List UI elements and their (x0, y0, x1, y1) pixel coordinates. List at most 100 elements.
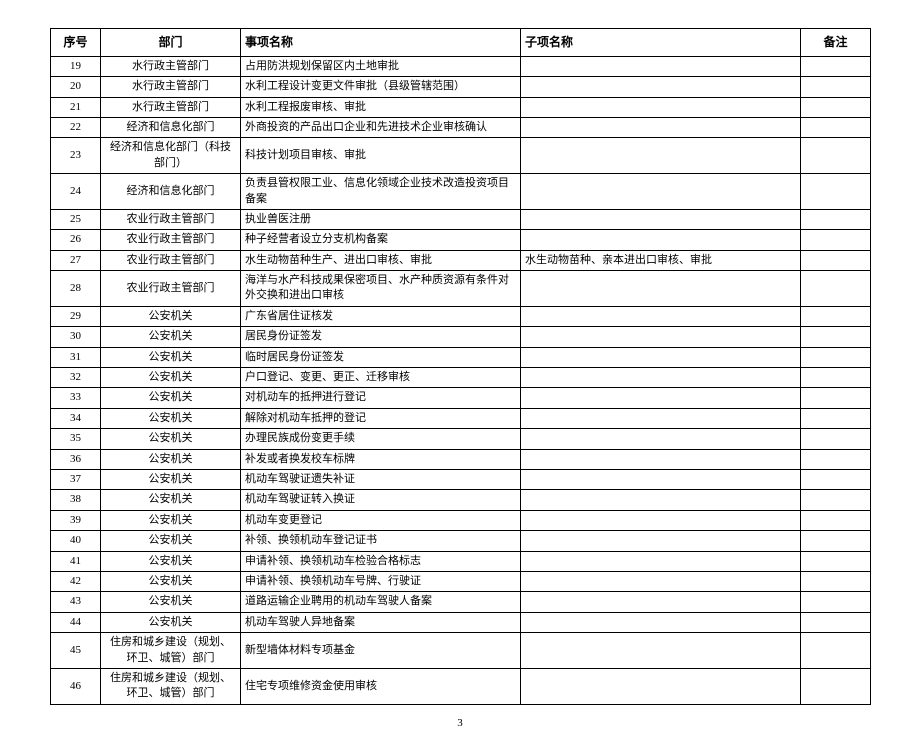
table-row: 38公安机关机动车驾驶证转入换证 (51, 490, 871, 510)
cell-dept: 水行政主管部门 (101, 77, 241, 97)
header-item: 事项名称 (241, 29, 521, 57)
table-row: 39公安机关机动车变更登记 (51, 510, 871, 530)
header-note: 备注 (801, 29, 871, 57)
cell-seq: 41 (51, 551, 101, 571)
table-row: 25农业行政主管部门执业兽医注册 (51, 209, 871, 229)
cell-seq: 44 (51, 612, 101, 632)
cell-seq: 29 (51, 306, 101, 326)
table-row: 35公安机关办理民族成份变更手续 (51, 429, 871, 449)
cell-sub (521, 449, 801, 469)
cell-dept: 公安机关 (101, 510, 241, 530)
cell-seq: 22 (51, 117, 101, 137)
cell-note (801, 571, 871, 591)
table-row: 26农业行政主管部门种子经营者设立分支机构备案 (51, 230, 871, 250)
cell-note (801, 56, 871, 76)
cell-dept: 公安机关 (101, 551, 241, 571)
cell-sub (521, 97, 801, 117)
cell-note (801, 174, 871, 210)
cell-dept: 水行政主管部门 (101, 56, 241, 76)
cell-note (801, 77, 871, 97)
table-row: 20水行政主管部门水利工程设计变更文件审批（县级管辖范围） (51, 77, 871, 97)
cell-seq: 27 (51, 250, 101, 270)
cell-dept: 公安机关 (101, 592, 241, 612)
cell-dept: 水行政主管部门 (101, 97, 241, 117)
table-row: 28农业行政主管部门海洋与水产科技成果保密项目、水产种质资源有条件对外交换和进出… (51, 271, 871, 307)
cell-item: 临时居民身份证签发 (241, 347, 521, 367)
cell-item: 居民身份证签发 (241, 327, 521, 347)
cell-dept: 住房和城乡建设（规划、环卫、城管）部门 (101, 668, 241, 704)
cell-item: 外商投资的产品出口企业和先进技术企业审核确认 (241, 117, 521, 137)
cell-dept: 农业行政主管部门 (101, 250, 241, 270)
cell-seq: 19 (51, 56, 101, 76)
table-row: 44公安机关机动车驾驶人异地备案 (51, 612, 871, 632)
cell-dept: 农业行政主管部门 (101, 271, 241, 307)
cell-sub (521, 117, 801, 137)
cell-note (801, 138, 871, 174)
cell-seq: 42 (51, 571, 101, 591)
cell-dept: 农业行政主管部门 (101, 209, 241, 229)
cell-dept: 公安机关 (101, 388, 241, 408)
cell-sub (521, 347, 801, 367)
cell-note (801, 429, 871, 449)
cell-seq: 37 (51, 470, 101, 490)
cell-seq: 30 (51, 327, 101, 347)
cell-sub (521, 77, 801, 97)
cell-seq: 32 (51, 368, 101, 388)
cell-seq: 33 (51, 388, 101, 408)
cell-item: 水利工程设计变更文件审批（县级管辖范围） (241, 77, 521, 97)
cell-item: 水生动物苗种生产、进出口审核、审批 (241, 250, 521, 270)
cell-note (801, 117, 871, 137)
cell-dept: 公安机关 (101, 571, 241, 591)
header-sub: 子项名称 (521, 29, 801, 57)
table-row: 29公安机关广东省居住证核发 (51, 306, 871, 326)
cell-seq: 24 (51, 174, 101, 210)
cell-dept: 公安机关 (101, 490, 241, 510)
cell-note (801, 668, 871, 704)
cell-dept: 公安机关 (101, 327, 241, 347)
cell-seq: 34 (51, 408, 101, 428)
page-number: 3 (50, 717, 870, 729)
cell-note (801, 612, 871, 632)
cell-note (801, 327, 871, 347)
table-row: 19水行政主管部门占用防洪规划保留区内土地审批 (51, 56, 871, 76)
cell-item: 海洋与水产科技成果保密项目、水产种质资源有条件对外交换和进出口审核 (241, 271, 521, 307)
cell-sub (521, 388, 801, 408)
cell-seq: 25 (51, 209, 101, 229)
data-table: 序号 部门 事项名称 子项名称 备注 19水行政主管部门占用防洪规划保留区内土地… (50, 28, 871, 705)
cell-sub (521, 306, 801, 326)
table-row: 27农业行政主管部门水生动物苗种生产、进出口审核、审批水生动物苗种、亲本进出口审… (51, 250, 871, 270)
cell-sub (521, 612, 801, 632)
table-body: 19水行政主管部门占用防洪规划保留区内土地审批20水行政主管部门水利工程设计变更… (51, 56, 871, 704)
cell-item: 申请补领、换领机动车检验合格标志 (241, 551, 521, 571)
cell-note (801, 230, 871, 250)
header-seq: 序号 (51, 29, 101, 57)
cell-dept: 公安机关 (101, 429, 241, 449)
cell-sub (521, 531, 801, 551)
cell-item: 执业兽医注册 (241, 209, 521, 229)
cell-note (801, 408, 871, 428)
cell-note (801, 306, 871, 326)
cell-note (801, 250, 871, 270)
cell-dept: 公安机关 (101, 306, 241, 326)
cell-seq: 40 (51, 531, 101, 551)
cell-dept: 农业行政主管部门 (101, 230, 241, 250)
cell-item: 广东省居住证核发 (241, 306, 521, 326)
cell-seq: 36 (51, 449, 101, 469)
cell-seq: 46 (51, 668, 101, 704)
cell-item: 机动车驾驶证转入换证 (241, 490, 521, 510)
cell-item: 科技计划项目审核、审批 (241, 138, 521, 174)
cell-dept: 公安机关 (101, 347, 241, 367)
cell-item: 机动车驾驶证遗失补证 (241, 470, 521, 490)
cell-note (801, 510, 871, 530)
cell-item: 种子经营者设立分支机构备案 (241, 230, 521, 250)
cell-sub (521, 510, 801, 530)
cell-note (801, 388, 871, 408)
table-row: 21水行政主管部门水利工程报废审核、审批 (51, 97, 871, 117)
table-row: 32公安机关户口登记、变更、更正、迁移审核 (51, 368, 871, 388)
cell-note (801, 271, 871, 307)
cell-note (801, 449, 871, 469)
cell-sub: 水生动物苗种、亲本进出口审核、审批 (521, 250, 801, 270)
cell-dept: 公安机关 (101, 612, 241, 632)
cell-note (801, 551, 871, 571)
cell-dept: 公安机关 (101, 368, 241, 388)
